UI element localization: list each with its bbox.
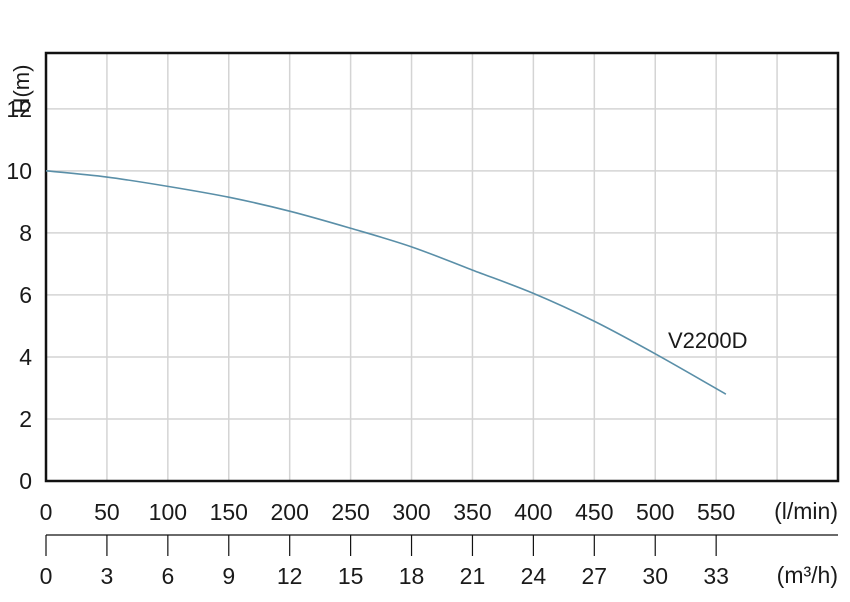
x-tick-label-m3h: 21 bbox=[460, 563, 486, 589]
x-tick-label-lmin: 500 bbox=[636, 499, 674, 525]
x-tick-label-m3h: 24 bbox=[521, 563, 547, 589]
y-tick-label: 8 bbox=[19, 220, 32, 246]
grid bbox=[46, 53, 838, 481]
series-line-v2200d bbox=[45, 170, 727, 395]
series-label-v2200d: V2200D bbox=[668, 328, 748, 353]
x-tick-label-lmin: 350 bbox=[453, 499, 491, 525]
x-tick-label-lmin: 50 bbox=[94, 499, 120, 525]
x-axis-unit-m3h: (m³/h) bbox=[777, 562, 838, 588]
y-axis-label: H(m) bbox=[9, 65, 34, 114]
plot-frame bbox=[44, 51, 840, 483]
x-tick-label-lmin: 450 bbox=[575, 499, 613, 525]
x-tick-label-lmin: 300 bbox=[392, 499, 430, 525]
x-tick-label-lmin: 200 bbox=[271, 499, 309, 525]
x-tick-label-m3h: 15 bbox=[338, 563, 364, 589]
x-axis-ticks-m3h: 0 3 6 9 12 15 18 21 24 27 30 33 bbox=[40, 535, 729, 589]
x-axis-unit-lmin: (l/min) bbox=[774, 498, 838, 524]
x-tick-label-m3h: 12 bbox=[277, 563, 303, 589]
y-axis-ticks: 0 2 4 6 8 10 12 bbox=[6, 96, 32, 494]
x-tick-label-m3h: 27 bbox=[582, 563, 608, 589]
x-tick-label-m3h: 9 bbox=[222, 563, 235, 589]
y-tick-label: 12 bbox=[6, 96, 32, 122]
x-tick-label-lmin: 400 bbox=[514, 499, 552, 525]
x-tick-label-m3h: 33 bbox=[703, 563, 729, 589]
x-tick-label-lmin: 250 bbox=[331, 499, 369, 525]
y-tick-label: 6 bbox=[19, 282, 32, 308]
x-axis-ticks-lmin: 0 50 100 150 200 250 300 350 400 450 500 550 bbox=[40, 499, 736, 525]
x-tick-label-m3h: 18 bbox=[399, 563, 425, 589]
x-tick-label-m3h: 3 bbox=[101, 563, 114, 589]
x-tick-label-lmin: 0 bbox=[40, 499, 53, 525]
x-tick-label-m3h: 6 bbox=[161, 563, 174, 589]
y-tick-label: 4 bbox=[19, 344, 32, 370]
x-tick-label-m3h: 0 bbox=[40, 563, 53, 589]
y-tick-label: 2 bbox=[19, 406, 32, 432]
y-tick-label: 10 bbox=[6, 158, 32, 184]
x-tick-label-lmin: 150 bbox=[210, 499, 248, 525]
x-tick-label-lmin: 100 bbox=[149, 499, 187, 525]
x-tick-label-lmin: 550 bbox=[697, 499, 735, 525]
y-tick-label: 0 bbox=[19, 468, 32, 494]
x-tick-label-m3h: 30 bbox=[642, 563, 668, 589]
